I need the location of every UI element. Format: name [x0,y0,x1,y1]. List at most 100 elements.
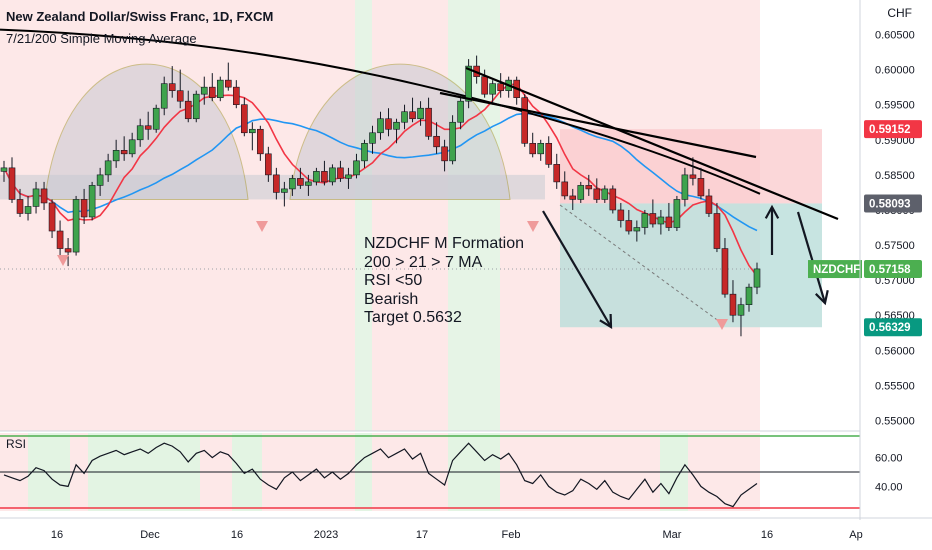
candle-body [313,171,320,183]
price-tag-bg [864,260,922,279]
candle-body [665,216,673,228]
candle-body [136,125,144,141]
candle-body [48,202,56,232]
symbol-tag: NZDCHF [813,264,860,276]
candle-body [297,178,304,186]
y-axis-tick: 0.57500 [875,240,915,252]
candle-body [241,104,248,134]
annotation-line: 200 > 21 > 7 MA [364,253,483,271]
m-formation-arc [289,63,511,200]
candle-body [577,185,585,200]
sell-signal-marker [256,221,268,232]
candle-body [16,199,24,214]
candle-body [80,199,88,218]
candle-body [377,118,384,134]
candle-body [192,93,200,120]
candle-body [729,293,737,316]
candle-body [224,79,232,88]
arrow-target-head [599,313,613,329]
candle-body [233,86,240,106]
candle-body [625,220,633,232]
candle-body [64,248,72,253]
candle-body [681,174,689,200]
x-axis-tick: Feb [502,529,521,541]
candle-body [753,268,761,288]
candle-body [128,139,136,155]
candle-body [56,230,64,249]
candle-body [160,83,168,109]
y-axis-tick: 0.57000 [875,275,915,287]
candle-body [321,171,328,183]
price-tag: 0.57158 [869,264,911,276]
candle-body [713,213,721,249]
candle-body [745,286,753,306]
bullish-zone [355,0,372,431]
candle-body [441,146,448,162]
candle-body [705,195,713,214]
annotation-text: NZDCHF M Formation 200 > 21 > 7 MA RSI <… [364,235,524,328]
candle-body [72,199,80,253]
y-axis-tick: 0.60000 [875,65,915,77]
candle-body [208,86,216,98]
candle-body [409,111,416,120]
rsi-tick: 60.00 [875,453,903,465]
candle-body [553,164,561,183]
candle-body [144,125,152,130]
candle-body [497,83,504,91]
candle-body [417,107,424,120]
y-axis-tick: 0.56000 [875,345,915,357]
candle-body [353,160,360,176]
y-axis-tick: 0.55000 [875,415,915,427]
sell-signal-marker [527,221,539,232]
annotation-line: RSI <50 [364,272,423,289]
candle-body [0,167,8,172]
candle-body [521,97,528,144]
candle-body [361,142,368,162]
trendline-upper [465,66,839,221]
candle-body [609,188,617,211]
sell-signal-marker [57,255,69,266]
candle-body [673,199,681,228]
candle-body [345,174,352,179]
candle-body [168,83,176,91]
candle-body [281,188,288,193]
x-axis-tick: 16 [761,529,773,541]
candle-body [585,185,593,190]
candle-body [40,188,48,204]
candles [0,55,761,337]
candle-body [465,65,472,102]
candle-body [216,79,224,98]
price-tag: 0.58093 [869,198,911,210]
candle-body [689,174,697,179]
candle-body [545,142,553,165]
arrow-up-head [764,204,780,219]
candle-body [112,150,120,162]
candle-body [120,150,128,155]
candle-body [657,216,665,225]
candle-body [489,83,496,95]
candle-body [329,167,336,183]
candle-body [88,185,96,218]
annotation-line: Bearish [364,290,419,308]
x-axis-tick: 17 [416,529,428,541]
price-tag: 0.56329 [869,322,911,334]
candle-body [601,188,609,200]
ma-200-line [0,28,761,195]
candle-body [561,181,569,197]
candle-body [633,227,641,232]
y-axis-tick: 0.58500 [875,170,915,182]
x-axis-tick: Dec [140,529,160,541]
candle-body [721,248,729,295]
rsi-tick: 40.00 [875,481,903,493]
trendline-lower [439,91,757,159]
bullish-zone [448,0,500,431]
candle-body [433,135,440,148]
candle-body [481,76,488,95]
candle-body [8,167,16,200]
candle-body [649,213,657,225]
candle-body [273,174,280,193]
rsi-line [3,442,758,508]
chart-symbol-title: New Zealand Dollar/Swiss Franc, 1D, FXCM [6,9,274,24]
candle-body [337,167,344,179]
